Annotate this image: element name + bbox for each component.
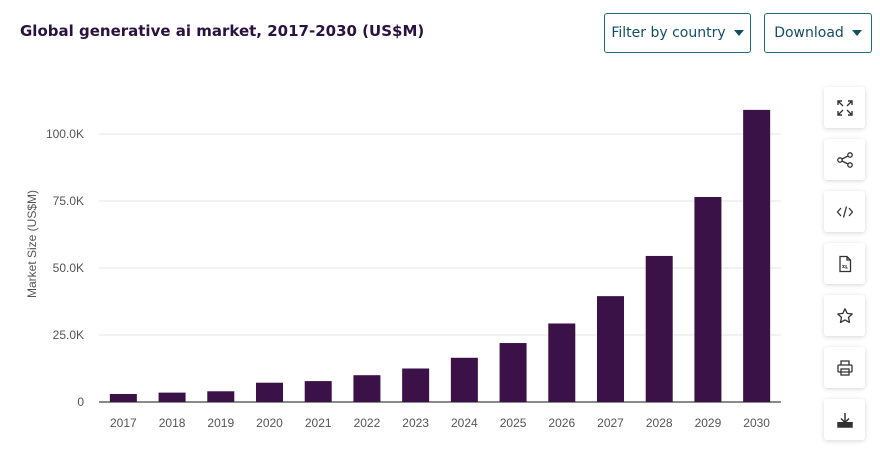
x-tick-label: 2019	[207, 416, 234, 430]
y-axis-label: Market Size (US$M)	[25, 190, 39, 298]
x-tick-label: 2022	[354, 416, 381, 430]
x-axis-ticks: 2017 2018 2019 2020 2021 2022 2023 2024 2025 2026…	[110, 416, 770, 430]
embed-code-icon	[836, 205, 853, 218]
x-tick-label: 2021	[305, 416, 332, 430]
bar-2024[interactable]	[450, 357, 478, 402]
caret-down-icon	[851, 30, 862, 36]
embed-code-button[interactable]	[824, 191, 865, 232]
bar-2027[interactable]	[597, 296, 624, 402]
y-tick-label: 75.0K	[53, 194, 84, 208]
bar-chart: 2017 2018 2019 2020 2021 2022 2023 2024 2025 2026…	[25, 109, 781, 430]
caret-down-icon	[733, 30, 744, 36]
download-button[interactable]	[824, 399, 865, 440]
bar-2019[interactable]	[207, 391, 235, 402]
x-tick-label: 2023	[402, 416, 429, 430]
x-tick-label: 2018	[159, 416, 186, 430]
bar-2030[interactable]	[743, 109, 771, 402]
expand-button[interactable]	[824, 87, 865, 128]
y-tick-label: 50.0K	[53, 261, 84, 275]
share-button[interactable]	[824, 139, 865, 180]
x-tick-label: 2017	[110, 416, 137, 430]
x-tick-label: 2029	[695, 416, 722, 430]
bar-2022[interactable]	[353, 375, 381, 402]
expand-icon	[836, 99, 853, 116]
bar-2028[interactable]	[645, 255, 673, 402]
y-tick-label: 100.0K	[46, 127, 84, 141]
share-icon	[836, 151, 853, 168]
print-button[interactable]	[824, 347, 865, 388]
filter-by-country-button[interactable]: Filter by country	[604, 13, 751, 53]
bar-2023[interactable]	[402, 368, 430, 403]
download-menu-button[interactable]: Download	[764, 13, 872, 53]
x-tick-label: 2024	[451, 416, 478, 430]
grid-lines	[99, 133, 781, 403]
x-tick-label: 2026	[548, 416, 575, 430]
bar-2029[interactable]	[694, 196, 722, 402]
print-icon	[836, 359, 853, 376]
star-icon	[836, 307, 853, 323]
page-title: Global generative ai market, 2017-2030 (…	[20, 22, 425, 40]
bar-2020[interactable]	[256, 382, 283, 402]
filter-button-label: Filter by country	[611, 25, 726, 41]
x-tick-label: 2030	[743, 416, 770, 430]
x-tick-label: 2027	[597, 416, 624, 430]
download-button-label: Download	[774, 25, 844, 41]
y-axis-ticks: 0 25.0K 50.0K 75.0K 100.0K	[46, 127, 84, 409]
bar-2021[interactable]	[304, 381, 332, 402]
bar-2017[interactable]	[109, 393, 137, 402]
favorite-button[interactable]	[824, 295, 865, 336]
bar-2025[interactable]	[499, 343, 527, 402]
xls-file-icon	[838, 255, 851, 272]
x-tick-label: 2028	[646, 416, 673, 430]
x-tick-label: 2020	[256, 416, 283, 430]
y-tick-label: 25.0K	[53, 328, 84, 342]
bar-2018[interactable]	[158, 392, 186, 402]
bars	[109, 109, 771, 403]
y-tick-label: 0	[77, 395, 84, 409]
download-xls-button[interactable]	[824, 243, 865, 284]
download-icon	[836, 412, 853, 428]
x-tick-label: 2025	[500, 416, 527, 430]
bar-2026[interactable]	[548, 323, 576, 402]
